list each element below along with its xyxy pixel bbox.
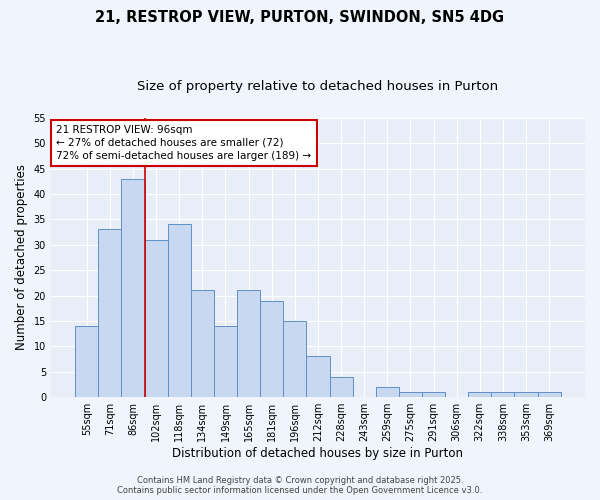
Bar (191, 290, 214, 397)
Bar (422, 392, 445, 397)
Bar (307, 356, 329, 397)
Bar (514, 392, 538, 397)
Text: 21, RESTROP VIEW, PURTON, SWINDON, SN5 4DG: 21, RESTROP VIEW, PURTON, SWINDON, SN5 4… (95, 10, 505, 25)
Bar (75, 326, 98, 397)
Bar (145, 240, 167, 397)
Bar (491, 392, 514, 397)
Bar (98, 230, 121, 397)
Bar (329, 377, 353, 397)
Y-axis label: Number of detached properties: Number of detached properties (15, 164, 28, 350)
Title: Size of property relative to detached houses in Purton: Size of property relative to detached ho… (137, 80, 499, 93)
Text: 21 RESTROP VIEW: 96sqm
← 27% of detached houses are smaller (72)
72% of semi-det: 21 RESTROP VIEW: 96sqm ← 27% of detached… (56, 125, 311, 161)
Bar (283, 321, 307, 397)
Bar (121, 178, 145, 397)
Bar (468, 392, 491, 397)
Bar (376, 387, 399, 397)
Bar (260, 300, 283, 397)
X-axis label: Distribution of detached houses by size in Purton: Distribution of detached houses by size … (172, 447, 463, 460)
Bar (237, 290, 260, 397)
Bar (167, 224, 191, 397)
Bar (214, 326, 237, 397)
Bar (399, 392, 422, 397)
Bar (538, 392, 561, 397)
Text: Contains HM Land Registry data © Crown copyright and database right 2025.
Contai: Contains HM Land Registry data © Crown c… (118, 476, 482, 495)
